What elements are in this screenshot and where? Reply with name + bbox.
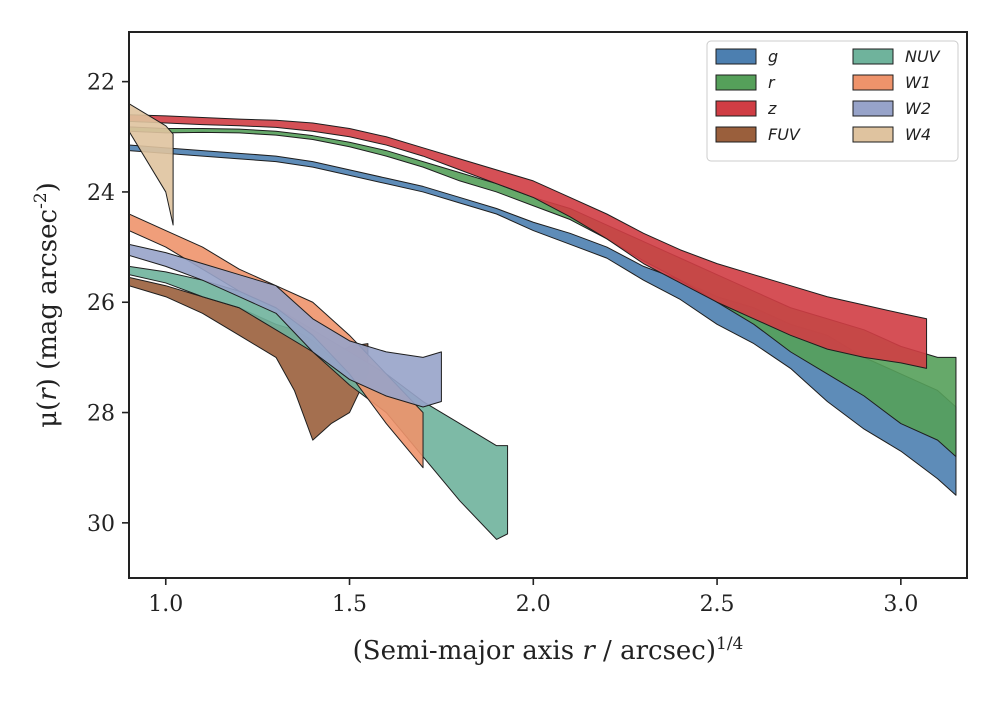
legend-swatch-fuv [715, 126, 757, 143]
legend-label-r: r [768, 73, 776, 92]
legend-swatch-w2 [852, 100, 894, 117]
legend-label-w1: W1 [905, 73, 931, 92]
y-axis-ticks: 22 24 26 28 30 [87, 71, 129, 537]
y-tick-label: 28 [87, 402, 115, 427]
x-tick-label: 3.0 [883, 592, 918, 617]
x-axis-ticks: 1.0 1.5 2.0 2.5 3.0 [148, 578, 918, 617]
legend-label-nuv: NUV [905, 47, 941, 66]
series-area-z [129, 114, 928, 369]
series-area-g [129, 144, 957, 496]
legend-label-fuv: FUV [768, 125, 801, 144]
x-axis-label: (Semi-major axis r / arcsec)1/4​ [353, 634, 744, 666]
x-tick-label: 2.5 [700, 592, 735, 617]
legend-swatch-g [715, 48, 757, 65]
legend-swatch-r [715, 74, 757, 91]
y-axis-label: μ(r) (mag arcsec-2​) [31, 182, 63, 428]
legend: grz FUV NUV W1 W2 W4 [706, 40, 959, 162]
legend-box [706, 40, 959, 162]
y-tick-label: 24 [87, 181, 115, 206]
legend-label-w2: W2 [905, 99, 931, 118]
y-tick-label: 22 [87, 71, 115, 96]
legend-swatch-nuv [852, 48, 894, 65]
x-tick-label: 2.0 [516, 592, 551, 617]
series-areas [129, 103, 957, 540]
series-area-w2 [129, 243, 442, 408]
x-tick-label: 1.5 [332, 592, 367, 617]
legend-label-w4: W4 [905, 125, 931, 144]
legend-swatch-z [715, 100, 757, 117]
series-area-w4 [129, 103, 174, 226]
x-tick-label: 1.0 [148, 592, 183, 617]
y-tick-label: 30 [87, 512, 115, 537]
legend-swatch-w1 [852, 74, 894, 91]
legend-label-g: g [768, 47, 778, 66]
legend-label-z: z [767, 99, 777, 118]
plot-frame [128, 31, 968, 579]
y-tick-label: 26 [87, 291, 115, 316]
legend-swatch-w4 [852, 126, 894, 143]
series-area-r [129, 126, 957, 458]
